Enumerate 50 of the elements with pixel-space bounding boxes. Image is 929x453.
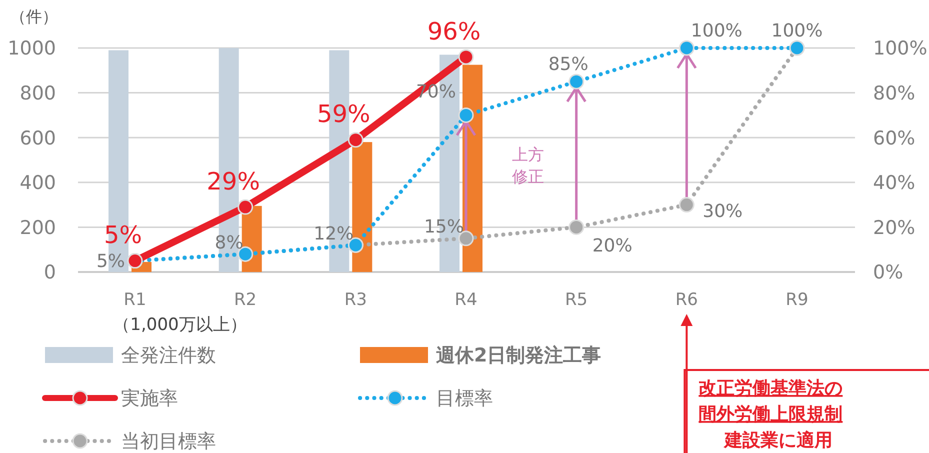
y2-tick-label: 60% [873,127,916,150]
y-tick-label: 400 [20,172,56,194]
x-tick-label: R1 [124,290,146,310]
y2-tick-label: 0% [873,262,904,284]
x-tick-label: R3 [344,290,367,310]
point [238,199,254,215]
point [458,49,474,65]
y2-tick-label: 20% [873,216,916,239]
y-tick-label: 600 [20,127,56,150]
y2-tick-label: 40% [873,172,916,194]
data-label: 30% [702,201,743,222]
bar [352,142,372,272]
data-label: 100% [690,20,742,42]
x-tick-label: R2 [234,290,257,310]
legend-label: 実施率 [121,388,178,410]
point [678,40,694,56]
y-axis-title: （件） [10,7,58,26]
legend-label: 目標率 [436,388,493,410]
data-label: 12% [314,223,354,244]
x-tick-label: R4 [454,290,478,310]
y-tick-label: 200 [20,216,56,239]
x-tick-label: R9 [786,290,808,310]
text: （1,000万以上） [113,315,247,335]
x-tick-label: R5 [565,290,588,310]
point [568,74,584,90]
legend-label: 当初目標率 [121,430,216,453]
text: 改正労働基準法の間外労働上限規制建設業に適用 [698,378,843,451]
data-label: 59% [316,100,370,128]
point [348,132,364,148]
data-label: 5% [96,251,125,272]
data-label: 20% [592,236,632,256]
data-label: 85% [548,54,588,75]
y2-tick-label: 80% [873,82,916,104]
data-label: 15% [424,216,464,238]
point [568,219,584,235]
data-label: 29% [206,167,260,196]
data-label: 96% [427,17,481,46]
legend-label: 週休2日制発注工事 [435,344,602,367]
annotation: 上方修正 [512,145,544,186]
x-tick-label: R6 [675,290,698,310]
legend-label: 全発注件数 [121,344,216,367]
point [458,107,474,123]
y2-tick-label: 100% [873,38,928,60]
y-tick-label: 1000 [8,38,56,60]
y-tick-label: 800 [20,82,56,104]
point [678,197,694,213]
data-label: 8% [214,232,244,254]
data-label: 5% [104,221,142,250]
data-label: 100% [771,20,823,42]
y-tick-label: 0 [44,262,56,284]
